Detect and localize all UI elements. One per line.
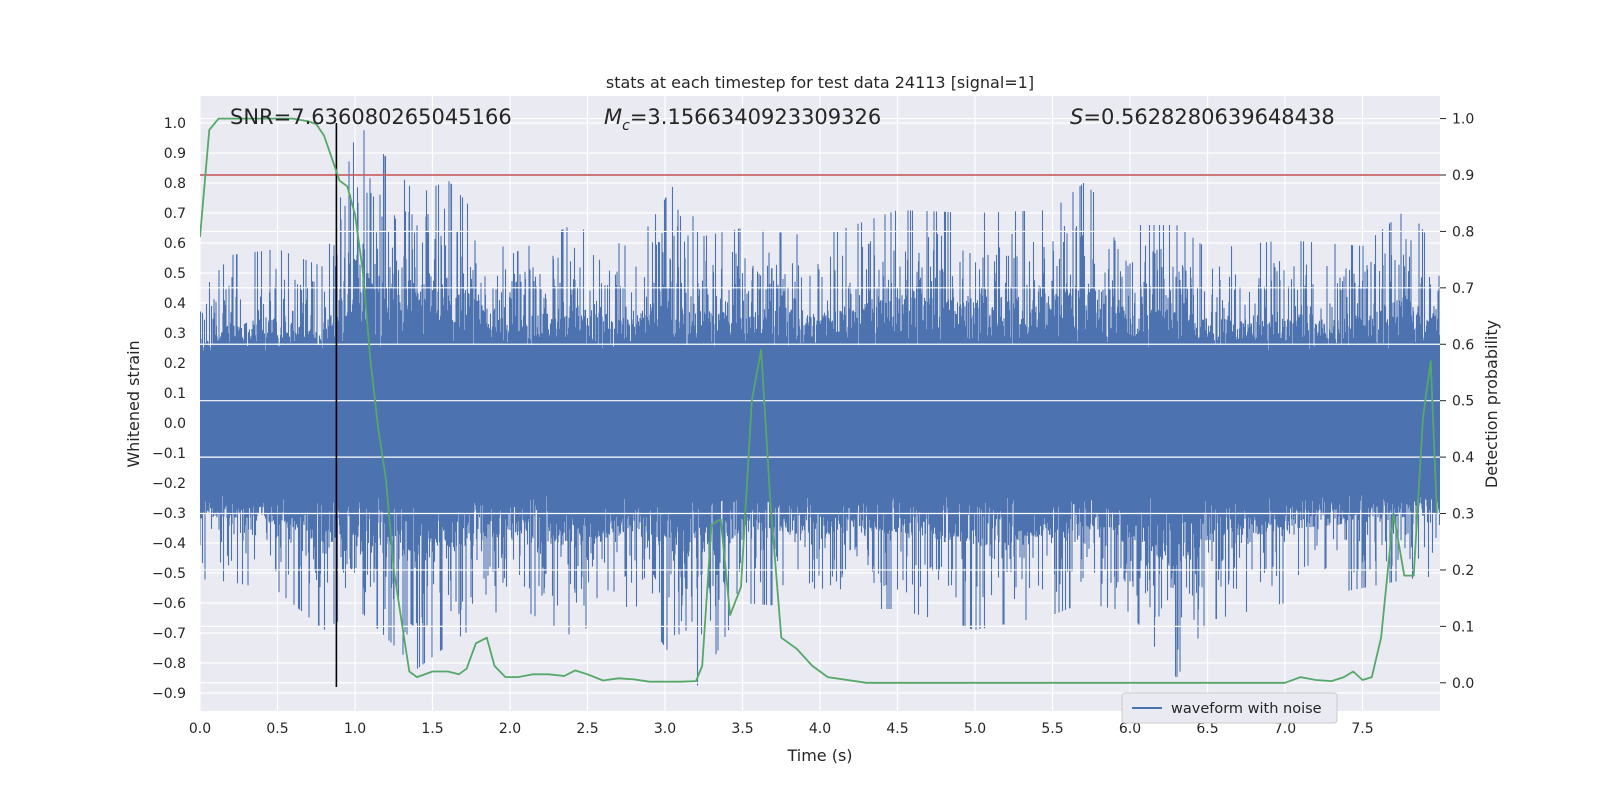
y-tick-label-right: 0.5 [1452,394,1474,410]
ticks: 0.0 0.5 1.0 1.5 2.0 2.5 3.0 3.5 4.0 4.5 5.0 5.5 6.0 6… [152,112,1474,737]
x-tick-label: 7.5 [1351,721,1373,737]
x-tick-label: 4.0 [809,721,831,737]
marks [200,117,1440,687]
x-tick-label: 3.0 [654,721,676,737]
y-tick-label-right: 0.7 [1452,281,1474,297]
y-tick-label-left: −0.6 [152,596,186,612]
chart-title: stats at each timestep for test data 241… [606,73,1034,92]
x-tick-label: 2.5 [576,721,598,737]
x-tick-label: 2.0 [499,721,521,737]
y-tick-label-right: 0.8 [1452,224,1474,240]
y-tick-label-right: 0.1 [1452,619,1474,635]
y-tick-label-right: 0.6 [1452,337,1474,353]
right-grid [200,117,1440,684]
x-tick-label: 0.0 [189,721,211,737]
y-tick-label-left: −0.7 [152,626,186,642]
x-tick-label: 6.0 [1119,721,1141,737]
x-tick-label: 7.0 [1274,721,1296,737]
waveform-series [200,130,1440,686]
x-tick-label: 4.5 [886,721,908,737]
y-tick-label-left: 0.2 [164,356,186,372]
y-tick-label-left: 0.7 [164,206,186,222]
y-tick-label-right: 0.3 [1452,507,1474,523]
y-tick-label-right: 0.0 [1452,676,1474,692]
y-tick-label-left: 0.3 [164,326,186,342]
y-tick-label-left: 0.6 [164,236,186,252]
y-tick-label-left: −0.3 [152,506,186,522]
chirp-mass-annotation: Mc=3.1566340923309326 [604,105,881,134]
y-axis-label-right: Detection probability [1482,320,1501,488]
y-tick-label-left: 0.5 [164,266,186,282]
x-tick-label: 5.5 [1041,721,1063,737]
y-tick-label-right: 0.9 [1452,168,1474,184]
y-tick-label-left: 0.4 [164,296,186,312]
waveform-core-band [200,351,1440,495]
y-tick-label-left: −0.5 [152,566,186,582]
x-axis-label: Time (s) [786,746,852,765]
y-tick-label-left: −0.2 [152,476,186,492]
y-tick-label-right: 0.4 [1452,450,1474,466]
snr-annotation: SNR=7.636080265045166 [230,105,512,129]
y-tick-label-left: −0.4 [152,536,186,552]
mc-value: =3.1566340923309326 [630,105,881,129]
y-tick-label-left: 0.0 [164,416,186,432]
y-tick-label-left: 0.8 [164,176,186,192]
y-tick-label-left: 0.1 [164,386,186,402]
x-tick-label: 1.5 [421,721,443,737]
x-tick-label: 0.5 [266,721,288,737]
y-tick-label-right: 1.0 [1452,112,1474,128]
y-tick-label-left: 1.0 [164,116,186,132]
detection-probability-line [200,117,1438,684]
mc-subscript: c [622,118,630,134]
s-value: =0.5628280639648438 [1083,105,1334,129]
y-tick-label-left: −0.1 [152,446,186,462]
legend: waveform with noise [1121,692,1338,724]
y-axis-label-left: Whitened strain [124,340,143,467]
legend-label: waveform with noise [1171,701,1322,717]
y-tick-label-left: −0.9 [152,686,186,702]
y-tick-label-right: 0.2 [1452,563,1474,579]
s-symbol: S [1070,105,1083,129]
y-tick-label-left: −0.8 [152,656,186,672]
x-tick-label: 1.0 [344,721,366,737]
legend-box [1121,692,1338,724]
x-tick-label: 5.0 [964,721,986,737]
x-tick-label: 3.5 [731,721,753,737]
s-annotation: S=0.5628280639648438 [1070,105,1335,129]
x-tick-label: 6.5 [1196,721,1218,737]
y-tick-label-left: 0.9 [164,146,186,162]
mc-symbol: M [604,105,622,129]
